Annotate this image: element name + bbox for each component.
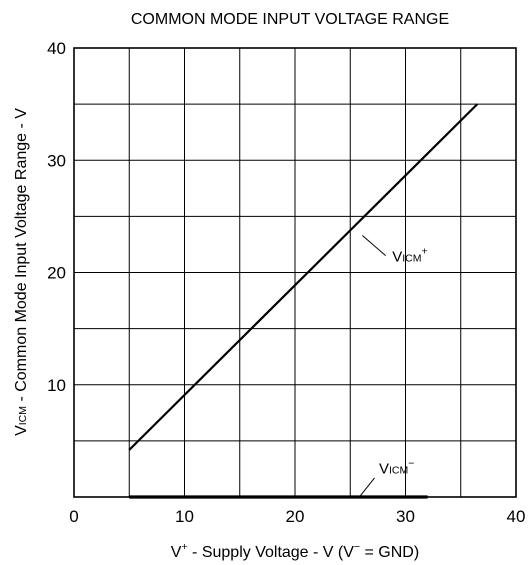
series-label-leader	[359, 477, 375, 497]
series-labels: VICM+ VICM−	[359, 235, 428, 497]
y-tick-labels: 10 20 30 40	[47, 39, 66, 395]
series-group	[128, 103, 479, 499]
x-axis-label: V+ - Supply Voltage - V (V− = GND)	[171, 541, 419, 561]
x-tick-label: 40	[507, 507, 526, 526]
chart-title: COMMON MODE INPUT VOLTAGE RANGE	[131, 11, 449, 28]
label-vicm-plus: VICM+	[392, 245, 427, 265]
y-tick-label: 20	[47, 264, 66, 283]
y-tick-label: 10	[47, 376, 66, 395]
grid	[74, 48, 516, 497]
label-vicm-minus: VICM−	[379, 457, 414, 477]
y-tick-label: 40	[47, 39, 66, 58]
x-tick-label: 0	[69, 507, 78, 526]
series-line-vicm-plus	[128, 103, 479, 451]
x-tick-labels: 0 10 20 30 40	[69, 507, 525, 526]
x-tick-label: 10	[175, 507, 194, 526]
y-axis-label: VICM - Common Mode Input Voltage Range -…	[13, 108, 30, 436]
x-tick-label: 20	[286, 507, 305, 526]
y-tick-label: 30	[47, 151, 66, 170]
x-tick-label: 30	[396, 507, 415, 526]
series-label-leader	[362, 235, 386, 257]
